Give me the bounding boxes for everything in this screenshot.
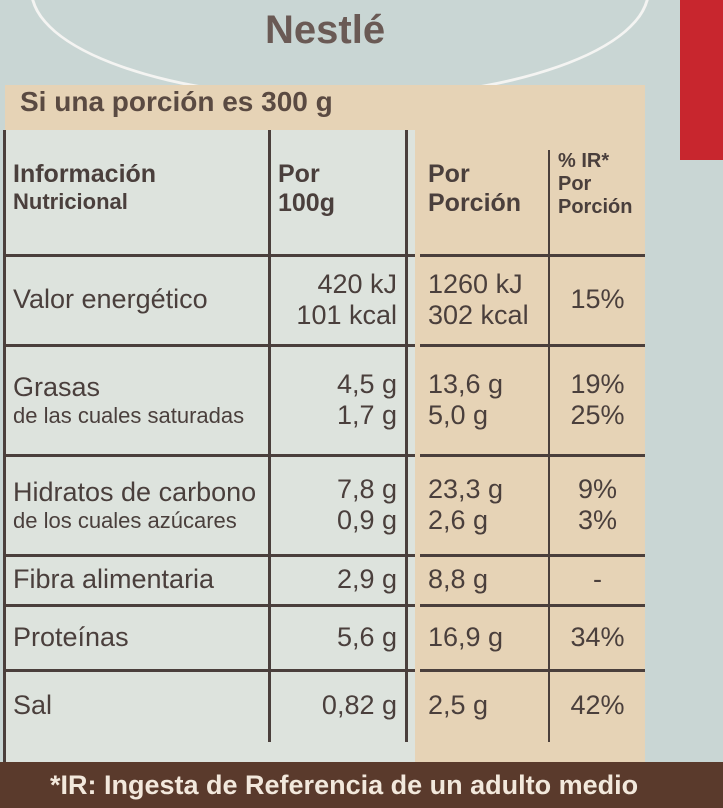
cell-line: Información [13,160,157,188]
cell: 15% [550,255,645,345]
cell-line: de las cuales saturadas [13,402,245,428]
cell-line: % IR* [558,150,610,172]
cell-line: 7,8 g [336,473,397,504]
red-logo [680,0,723,160]
cell-line: 3% [577,505,618,535]
cell: 0,82 g [270,670,405,742]
cell: 13,6 g 5,0 g [420,345,550,455]
cell: 8,8 g [420,555,550,605]
cell: 42% [550,670,645,742]
row-rule [5,669,415,672]
row-rule [420,254,645,257]
cell-line: 5,6 g [336,621,397,652]
cell: 5,6 g [270,605,405,670]
cell-line: 2,9 g [336,564,397,595]
cell: 2,9 g [270,555,405,605]
cell: Sal [5,670,270,742]
cell-line: 2,5 g [428,690,489,721]
cell-line: 5,0 g [428,400,489,430]
cell: Hidratos de carbono de los cuales azúcare… [5,455,270,555]
cell-line: 4,5 g [336,368,397,399]
footer-bar [0,762,723,808]
cell: 9% 3% [550,455,645,555]
cell-line: 8,8 g [428,564,489,595]
cell-line: Sal [13,690,53,721]
col-rule [268,130,271,742]
row-rule [420,554,645,557]
cell-line: Nutricional [13,188,128,214]
cell-line: 420 kJ [317,268,397,299]
cell-line: 0,82 g [321,690,397,721]
left-area [5,130,415,765]
cell: 16,9 g [420,605,550,670]
cell: 2,5 g [420,670,550,742]
cell-line: 2,6 g [428,505,489,535]
cell-line: - [593,564,602,595]
col-rule [405,130,408,742]
cell-line: 16,9 g [428,621,504,652]
header-cell: Por 100g [270,130,405,255]
cell-line: 25% [570,400,625,430]
row-rule [5,454,415,457]
header-cell: Por Porción [420,130,550,255]
cell-line: Por [428,160,470,188]
cell: 19% 25% [550,345,645,455]
cell-line: 1260 kJ [428,268,523,299]
row-rule [420,454,645,457]
brand: Nestlé [265,8,386,52]
footnote: *IR: Ingesta de Referencia de un adulto … [50,770,639,800]
cell: Fibra alimentaria [5,555,270,605]
cell: 4,5 g 1,7 g [270,345,405,455]
cell-line: 19% [570,368,625,399]
cell-line: Fibra alimentaria [13,564,215,595]
cell-line: 100g [278,188,335,217]
header-cell: Información Nutricional [5,130,270,255]
portion-note: Si una porción es 300 g [20,86,333,117]
cell-line: Valor energético [13,284,208,315]
cell: 23,3 g 2,6 g [420,455,550,555]
col-rule [548,150,550,742]
cell: 34% [550,605,645,670]
row-rule [420,669,645,672]
cell-line: Por [278,160,320,188]
row-rule [5,554,415,557]
cell: Grasas de las cuales saturadas [5,345,270,455]
cell: Proteínas [5,605,270,670]
cell-line: Porción [428,188,522,217]
cell: 420 kJ 101 kcal [270,255,405,345]
row-rule [420,604,645,607]
cell-line: 101 kcal [296,300,397,330]
cell-line: 34% [570,621,625,652]
cell-line: Hidratos de carbono [13,476,257,507]
cell-line: 13,6 g [428,368,504,399]
row-rule [5,254,415,257]
cell-line: 9% [577,473,618,504]
cell-line: Porción [558,196,633,218]
cell: 7,8 g 0,9 g [270,455,405,555]
cell: 1260 kJ 302 kcal [420,255,550,345]
cell-line: 0,9 g [336,505,397,535]
cell-line: de los cuales azúcares [13,507,237,533]
cell-line: 302 kcal [428,300,529,330]
cell-line: Proteínas [13,621,129,652]
cell-line: 23,3 g [428,473,504,504]
header-cell: % IR* Por Porción [550,130,645,255]
row-rule [5,344,415,347]
cell-line: Por [558,173,592,195]
row-rule [420,344,645,347]
cell: Valor energético [5,255,270,345]
left-border [3,130,6,762]
row-rule [5,604,415,607]
cell-line: 1,7 g [336,400,397,430]
cell-line: Grasas [13,371,101,402]
cell-line: 15% [570,284,625,315]
cell-line: 42% [570,690,625,721]
cell: - [550,555,645,605]
